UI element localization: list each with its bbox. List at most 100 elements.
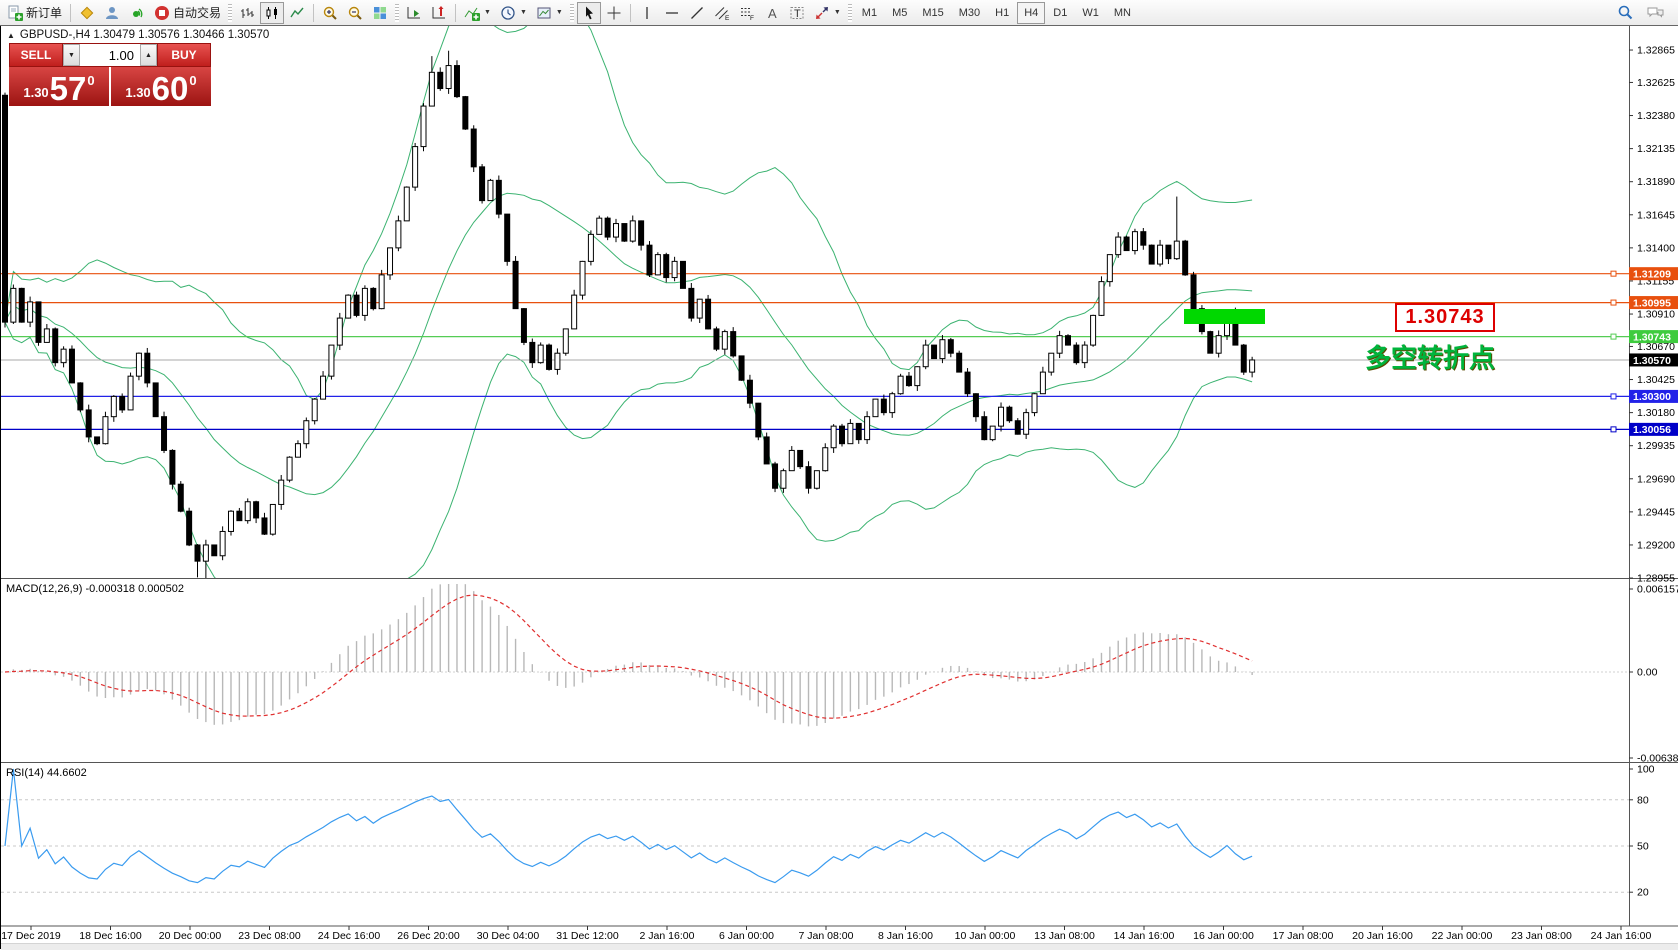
- chart-plot[interactable]: 1.32865 1.32625 1.32380 1.32135 1.31890 1.316…: [1, 26, 1678, 949]
- chat-button[interactable]: [1642, 2, 1669, 24]
- time-axis-label: 16 Jan 00:00: [1193, 930, 1254, 942]
- price-tag: 1.31209: [1633, 268, 1671, 280]
- timeframe-m1[interactable]: M1: [861, 6, 878, 19]
- sell-price-pip: 0: [87, 73, 95, 88]
- toolbar-handle[interactable]: [395, 3, 400, 22]
- axis-label: 80: [1637, 794, 1649, 806]
- collapse-quote-icon[interactable]: ▲: [7, 30, 15, 40]
- toolbar-handle[interactable]: [569, 3, 574, 22]
- timeframe-h4[interactable]: H4: [1017, 1, 1046, 24]
- price-tag: 1.30570: [1633, 355, 1671, 367]
- window-bottom-edge: [1, 943, 1678, 950]
- clock-icon: [501, 5, 515, 20]
- crosshair-button[interactable]: [602, 2, 626, 24]
- axis-label: 100: [1637, 764, 1655, 776]
- price-tag: 1.30995: [1633, 297, 1671, 309]
- svg-text:A: A: [768, 6, 777, 21]
- toolbar-handle[interactable]: [847, 3, 852, 22]
- channel-icon: E: [714, 6, 730, 21]
- buy-price-pip: 0: [189, 73, 197, 88]
- axis-label: 1.29200: [1637, 539, 1675, 551]
- tile-windows-icon: [374, 6, 387, 19]
- time-axis-label: 31 Dec 12:00: [556, 930, 619, 942]
- price-tag: 1.30743: [1633, 331, 1671, 343]
- horizontal-line-button[interactable]: [660, 2, 684, 24]
- zoom-out-icon: [348, 6, 362, 20]
- bar-chart-button[interactable]: [235, 2, 259, 24]
- time-axis-label: 2 Jan 16:00: [640, 930, 695, 942]
- time-axis-label: 13 Jan 08:00: [1034, 930, 1095, 942]
- vertical-line-button[interactable]: [635, 2, 659, 24]
- axis-label: 0.00: [1637, 667, 1658, 679]
- bar-chart-icon: [241, 7, 255, 18]
- periods-button[interactable]: ▼: [496, 2, 531, 24]
- fibonacci-button[interactable]: F: [735, 2, 759, 24]
- time-axis-label: 23 Jan 08:00: [1511, 930, 1572, 942]
- candlestick-chart-icon: [266, 6, 278, 19]
- volume-increase-button[interactable]: ▲: [140, 44, 157, 66]
- buy-button[interactable]: BUY: [157, 43, 211, 67]
- new-order-icon: [8, 5, 23, 21]
- svg-text:T: T: [794, 8, 801, 20]
- volume-input[interactable]: [80, 44, 140, 66]
- sell-price[interactable]: 1.30 57 0: [9, 67, 109, 106]
- axis-label: 1.29690: [1637, 473, 1675, 485]
- signal-icon: [133, 7, 143, 17]
- arrows-button[interactable]: ▼: [810, 2, 845, 24]
- chart-shift-button[interactable]: [427, 2, 451, 24]
- text-label-button[interactable]: T: [785, 2, 809, 24]
- sell-button[interactable]: SELL: [9, 43, 63, 67]
- cursor-button[interactable]: [576, 1, 601, 24]
- zoom-out-button[interactable]: [343, 2, 367, 24]
- one-click-trading-panel: SELL ▼ ▲ BUY 1.30 57 0 1.30 60 0: [9, 43, 211, 106]
- price-axis[interactable]: [1629, 26, 1678, 926]
- zoom-in-button[interactable]: [318, 2, 342, 24]
- timeframe-m30[interactable]: M30: [958, 6, 981, 19]
- axis-label: 1.32625: [1637, 77, 1675, 89]
- auto-scroll-button[interactable]: [402, 2, 426, 24]
- timeframe-w1[interactable]: W1: [1082, 6, 1099, 19]
- market-watch-button[interactable]: [75, 2, 99, 24]
- indicators-button[interactable]: ▼: [460, 2, 495, 24]
- pane-splitter-macd[interactable]: [1, 577, 1678, 582]
- timeframe-mn[interactable]: MN: [1113, 6, 1131, 19]
- time-axis-label: 20 Dec 00:00: [159, 930, 222, 942]
- time-axis-label: 24 Dec 16:00: [318, 930, 381, 942]
- templates-button[interactable]: ▼: [532, 2, 567, 24]
- equidistant-channel-button[interactable]: E: [710, 2, 734, 24]
- price-annotation-box: 1.30743: [1395, 303, 1495, 332]
- new-order-button[interactable]: 新订单: [3, 2, 66, 24]
- autotrading-button[interactable]: 自动交易: [150, 2, 225, 24]
- line-chart-icon: [290, 7, 304, 17]
- timeframe-h1[interactable]: H1: [995, 6, 1010, 19]
- buy-price[interactable]: 1.30 60 0: [111, 67, 211, 106]
- search-button[interactable]: [1613, 2, 1638, 24]
- dropdown-caret: ▼: [519, 9, 527, 16]
- volume-decrease-button[interactable]: ▼: [63, 44, 80, 66]
- axis-label: 1.32380: [1637, 110, 1675, 122]
- rsi-label: RSI(14) 44.6602: [6, 767, 87, 779]
- trendline-icon: [690, 6, 703, 19]
- toolbar-handle[interactable]: [228, 3, 233, 22]
- toolbar-separator: [313, 3, 315, 22]
- tile-windows-button[interactable]: [368, 2, 392, 24]
- timeframe-d1[interactable]: D1: [1053, 6, 1068, 19]
- axis-label: 1.29445: [1637, 506, 1675, 518]
- buy-price-main: 60: [151, 70, 189, 107]
- signals-button[interactable]: [125, 2, 149, 24]
- trendline-button[interactable]: [685, 2, 709, 24]
- vertical-line-icon: [646, 6, 648, 19]
- timeframe-m15[interactable]: M15: [922, 6, 944, 19]
- axis-label: 1.29935: [1637, 440, 1675, 452]
- candlestick-chart-button[interactable]: [260, 1, 285, 24]
- text-button[interactable]: A: [760, 2, 784, 24]
- line-chart-button[interactable]: [285, 2, 309, 24]
- time-axis-label: 20 Jan 16:00: [1352, 930, 1413, 942]
- time-axis-label: 17 Jan 08:00: [1273, 930, 1334, 942]
- time-axis-label: 23 Dec 08:00: [238, 930, 301, 942]
- chat-icon: [1647, 7, 1664, 18]
- axis-label: 1.31645: [1637, 209, 1675, 221]
- pane-splitter-rsi[interactable]: [1, 761, 1678, 766]
- timeframe-m5[interactable]: M5: [892, 6, 908, 19]
- navigator-button[interactable]: [100, 2, 124, 24]
